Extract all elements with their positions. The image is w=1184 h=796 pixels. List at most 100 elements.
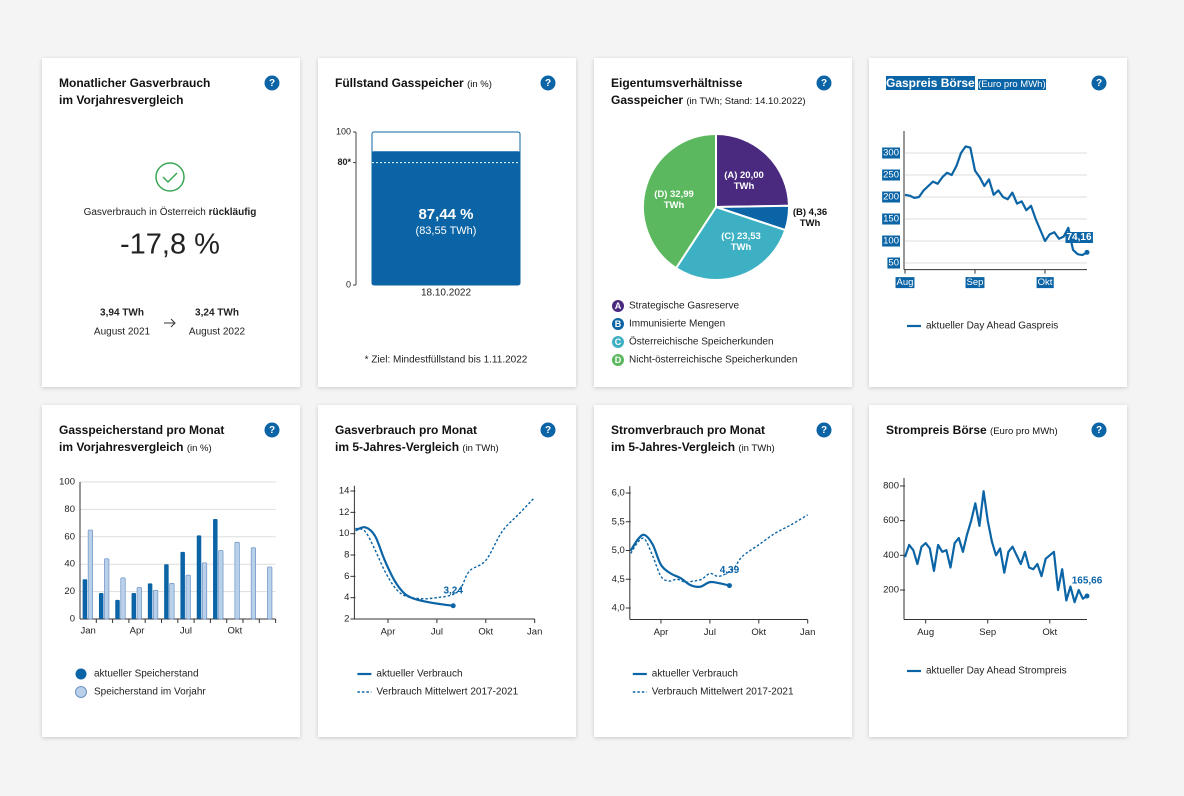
bar bbox=[136, 587, 142, 620]
legend-label: aktueller Speicherstand bbox=[94, 669, 199, 680]
text-highlight bbox=[965, 277, 985, 289]
y-tick-label: 60 bbox=[64, 531, 75, 542]
bar bbox=[120, 577, 126, 620]
bar bbox=[115, 599, 120, 619]
bar bbox=[164, 564, 169, 619]
text-highlight bbox=[882, 169, 900, 181]
legend-letter: C bbox=[615, 337, 622, 347]
x-tick-label: 18.10.2022 bbox=[421, 288, 471, 299]
y-tick-label: 0 bbox=[346, 279, 351, 289]
card-title: Füllstand Gasspeicher (in %) bbox=[335, 75, 492, 93]
title-line: Füllstand Gasspeicher (in %) bbox=[335, 75, 492, 93]
subtitle: (in %) bbox=[186, 443, 212, 454]
y-tick-label: 600 bbox=[883, 515, 899, 526]
help-text[interactable]: ? bbox=[821, 78, 827, 89]
y-tick-label: 4,0 bbox=[612, 603, 625, 614]
legend-swatch bbox=[75, 686, 87, 698]
x-tick-label: Apr bbox=[654, 627, 669, 638]
card-canvas: ? 50 100 150 200 250 300 Aug Sep Okt aktueller Day… bbox=[882, 75, 1107, 332]
end-label: 4,39 bbox=[720, 565, 740, 576]
help-circle[interactable] bbox=[816, 75, 832, 91]
kpi-from-value: 3,94 TWh bbox=[100, 308, 144, 319]
end-label: 74,16 bbox=[1066, 232, 1091, 243]
help-icon[interactable]: ? bbox=[264, 422, 280, 438]
help-text[interactable]: ? bbox=[269, 78, 275, 89]
help-circle[interactable] bbox=[540, 422, 556, 438]
y-tick-label: 14 bbox=[339, 486, 350, 497]
help-text[interactable]: ? bbox=[269, 425, 275, 436]
card-canvas: ? 2 4 6 8 10 12 14 Apr Jul Okt Jan aktueller Verbrau… bbox=[339, 422, 556, 698]
text-highlight bbox=[882, 191, 900, 203]
title-text: Stromverbrauch pro Monat bbox=[611, 423, 766, 437]
y-tick-label: 12 bbox=[339, 507, 350, 518]
help-icon[interactable]: ? bbox=[816, 422, 832, 438]
y-tick-label: 150 bbox=[883, 214, 899, 225]
y-tick-label: 6 bbox=[344, 571, 349, 582]
check-mark bbox=[162, 172, 178, 184]
legend-swatch bbox=[612, 354, 624, 366]
text-highlight bbox=[882, 213, 900, 225]
kpi-to-value: 3,24 TWh bbox=[195, 308, 239, 319]
end-dot bbox=[450, 603, 456, 609]
help-text[interactable]: ? bbox=[1096, 78, 1102, 89]
help-text[interactable]: ? bbox=[821, 425, 827, 436]
x-tick-label: Sep bbox=[979, 627, 996, 638]
x-tick-label: Aug bbox=[917, 627, 934, 638]
title-text: Gasverbrauch pro Monat bbox=[335, 423, 478, 437]
bar bbox=[104, 558, 110, 620]
help-circle[interactable] bbox=[264, 75, 280, 91]
end-label: 165,66 bbox=[1072, 576, 1103, 587]
legend-swatch bbox=[612, 300, 624, 312]
series-line bbox=[354, 526, 454, 607]
check-circle bbox=[155, 162, 185, 192]
y-tick-label: 100 bbox=[336, 126, 351, 136]
help-icon[interactable]: ? bbox=[540, 75, 556, 91]
help-text[interactable]: ? bbox=[545, 78, 551, 89]
bar bbox=[201, 562, 208, 620]
pie-slice bbox=[642, 132, 717, 270]
help-icon[interactable]: ? bbox=[264, 75, 280, 91]
y-tick-label: 20 bbox=[64, 586, 75, 597]
x-tick-label: Okt bbox=[751, 627, 766, 638]
series-line bbox=[630, 514, 809, 583]
bar bbox=[87, 529, 94, 620]
title-line: Strompreis Börse (Euro pro MWh) bbox=[886, 422, 1058, 440]
x-tick-label: Jul bbox=[180, 626, 192, 637]
help-circle[interactable] bbox=[540, 75, 556, 91]
help-icon[interactable]: ? bbox=[1091, 75, 1107, 91]
legend-label: aktueller Day Ahead Gaspreis bbox=[926, 321, 1058, 332]
legend-label: Speicherstand im Vorjahr bbox=[94, 687, 206, 698]
slice-label: (B) 4,36 TWh bbox=[792, 207, 828, 229]
help-icon[interactable]: ? bbox=[540, 422, 556, 438]
title-line: im 5-Jahres-Vergleich (in TWh) bbox=[611, 439, 775, 457]
y-tick-label: 80* bbox=[337, 157, 351, 167]
help-icon[interactable]: ? bbox=[816, 75, 832, 91]
help-circle[interactable] bbox=[1091, 422, 1107, 438]
y-tick-label: 200 bbox=[883, 585, 899, 596]
y-tick-label: 6,0 bbox=[612, 488, 625, 499]
legend-swatch bbox=[75, 668, 87, 680]
y-tick-label: 5,0 bbox=[612, 545, 625, 556]
title-text: im 5-Jahres-Vergleich bbox=[335, 440, 460, 454]
y-tick-label: 50 bbox=[888, 258, 899, 269]
bar bbox=[372, 151, 520, 285]
x-tick-label: Jul bbox=[431, 627, 443, 638]
card: ? 4,0 4,5 5,0 5,5 6,0 Apr Jul Okt Jan aktueller Ve… bbox=[594, 405, 852, 737]
help-text[interactable]: ? bbox=[1096, 425, 1102, 436]
kpi-value: -17,8 % bbox=[120, 229, 220, 261]
subtitle: (Euro pro MWh) bbox=[978, 79, 1046, 90]
y-tick-label: 200 bbox=[883, 192, 899, 203]
title-line: im 5-Jahres-Vergleich (in TWh) bbox=[335, 439, 499, 457]
title-text: im Vorjahresvergleich bbox=[59, 93, 184, 107]
help-circle[interactable] bbox=[1091, 75, 1107, 91]
card-title: Gaspreis Börse (Euro pro MWh) bbox=[886, 75, 1046, 93]
end-label: 3,24 bbox=[443, 585, 463, 596]
help-circle[interactable] bbox=[816, 422, 832, 438]
bar bbox=[213, 518, 218, 619]
series-line bbox=[355, 496, 536, 600]
help-icon[interactable]: ? bbox=[1091, 422, 1107, 438]
help-circle[interactable] bbox=[264, 422, 280, 438]
card: ? 2 4 6 8 10 12 14 Apr Jul Okt Jan aktueller Verbrau… bbox=[318, 405, 576, 737]
help-text[interactable]: ? bbox=[545, 425, 551, 436]
